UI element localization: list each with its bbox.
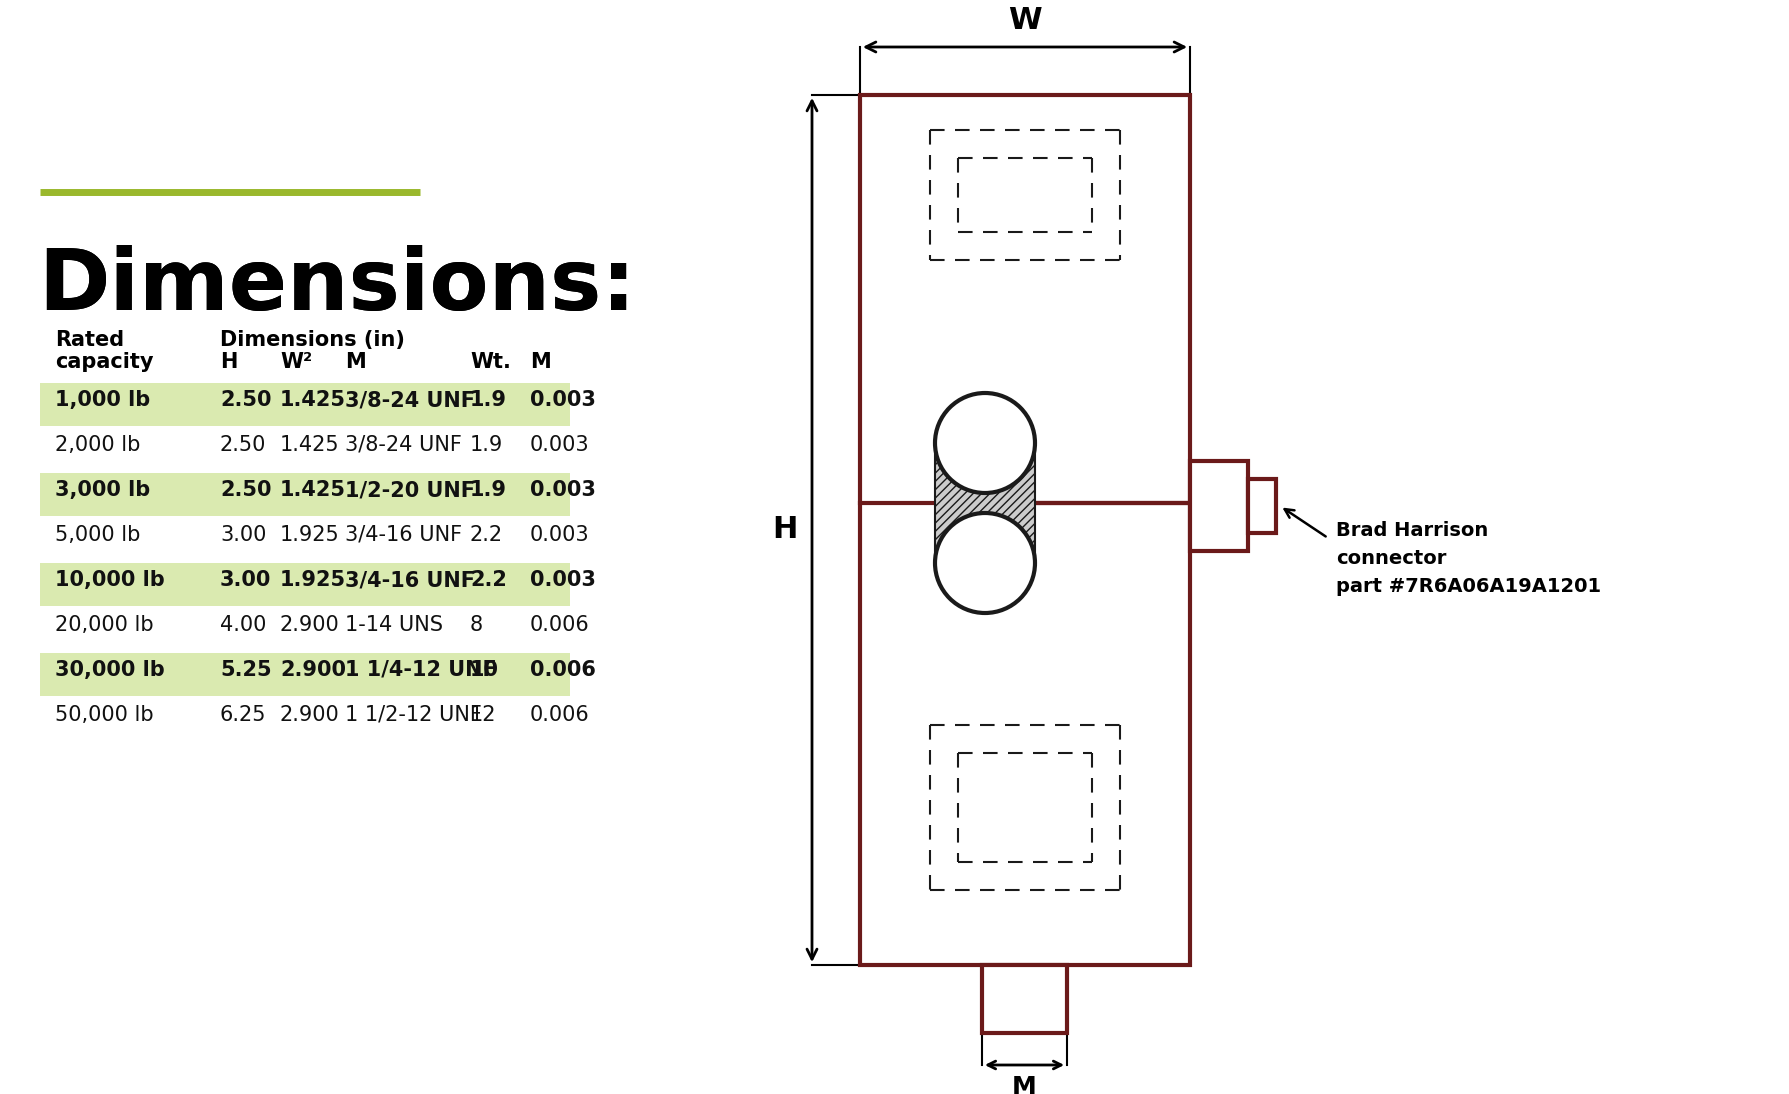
Text: Brad Harrison
connector
part #7R6A06A19A1201: Brad Harrison connector part #7R6A06A19A… <box>1335 521 1599 595</box>
Text: 5.25: 5.25 <box>220 660 272 680</box>
Circle shape <box>934 513 1034 613</box>
Text: 3.00: 3.00 <box>220 570 272 590</box>
Text: Wt.: Wt. <box>471 352 510 372</box>
Text: 1.425: 1.425 <box>279 480 345 500</box>
Text: 0.003: 0.003 <box>530 480 596 500</box>
Text: 10,000 lb: 10,000 lb <box>55 570 165 590</box>
Text: 2.50: 2.50 <box>220 389 272 410</box>
Text: 2.50: 2.50 <box>220 480 272 500</box>
Text: 1 1/2-12 UNF: 1 1/2-12 UNF <box>345 705 481 725</box>
Bar <box>39 653 569 696</box>
Text: 2.2: 2.2 <box>471 525 503 545</box>
Text: M: M <box>1011 1075 1036 1094</box>
Text: 50,000 lb: 50,000 lb <box>55 705 154 725</box>
Text: 1 1/4-12 UNF: 1 1/4-12 UNF <box>345 660 497 680</box>
Bar <box>982 965 1066 1033</box>
Text: 2.900: 2.900 <box>279 705 340 725</box>
Text: M: M <box>345 352 365 372</box>
Text: 0.003: 0.003 <box>530 435 589 455</box>
Text: 1.9: 1.9 <box>471 389 506 410</box>
Text: Rated: Rated <box>55 330 123 350</box>
Text: 0.006: 0.006 <box>530 705 589 725</box>
Text: 20,000 lb: 20,000 lb <box>55 615 154 635</box>
Bar <box>1190 461 1247 551</box>
Text: Dimensions:: Dimensions: <box>38 245 635 328</box>
Text: 3/8-24 UNF: 3/8-24 UNF <box>345 435 462 455</box>
Text: W²: W² <box>279 352 311 372</box>
Text: 2.50: 2.50 <box>220 435 267 455</box>
Text: 3/8-24 UNF: 3/8-24 UNF <box>345 389 474 410</box>
Text: 30,000 lb: 30,000 lb <box>55 660 165 680</box>
Text: H: H <box>773 515 798 545</box>
Text: 0.006: 0.006 <box>530 615 589 635</box>
Text: Dimensions:: Dimensions: <box>38 245 635 328</box>
Bar <box>859 95 1190 965</box>
Text: 1.925: 1.925 <box>279 525 340 545</box>
Text: 4.00: 4.00 <box>220 615 267 635</box>
Circle shape <box>934 393 1034 493</box>
Bar <box>934 443 1034 563</box>
Text: 1.9: 1.9 <box>471 435 503 455</box>
Text: 1.925: 1.925 <box>279 570 345 590</box>
Text: H: H <box>220 352 238 372</box>
Text: 1.425: 1.425 <box>279 435 340 455</box>
Text: 2,000 lb: 2,000 lb <box>55 435 140 455</box>
Text: 0.003: 0.003 <box>530 570 596 590</box>
Bar <box>39 383 569 426</box>
Bar <box>39 473 569 516</box>
Text: 1,000 lb: 1,000 lb <box>55 389 150 410</box>
Text: 0.003: 0.003 <box>530 525 589 545</box>
Bar <box>39 563 569 606</box>
Text: M: M <box>530 352 551 372</box>
Text: 0.003: 0.003 <box>530 389 596 410</box>
Text: 3/4-16 UNF: 3/4-16 UNF <box>345 525 462 545</box>
Text: 8: 8 <box>471 615 483 635</box>
Text: 3/4-16 UNF: 3/4-16 UNF <box>345 570 474 590</box>
Text: 1.9: 1.9 <box>471 480 506 500</box>
Text: 1.425: 1.425 <box>279 389 345 410</box>
Text: 1/2-20 UNF: 1/2-20 UNF <box>345 480 474 500</box>
Text: 3,000 lb: 3,000 lb <box>55 480 150 500</box>
Text: 2.900: 2.900 <box>279 660 345 680</box>
Text: 6.25: 6.25 <box>220 705 267 725</box>
Text: 5,000 lb: 5,000 lb <box>55 525 140 545</box>
Text: W: W <box>1007 5 1041 35</box>
Text: 2.900: 2.900 <box>279 615 340 635</box>
Text: 10: 10 <box>471 660 499 680</box>
Text: 0.006: 0.006 <box>530 660 596 680</box>
Text: 3.00: 3.00 <box>220 525 267 545</box>
Text: 1-14 UNS: 1-14 UNS <box>345 615 442 635</box>
Text: 12: 12 <box>471 705 496 725</box>
Text: Dimensions (in): Dimensions (in) <box>220 330 404 350</box>
Text: capacity: capacity <box>55 352 154 372</box>
Text: 2.2: 2.2 <box>471 570 506 590</box>
Bar <box>1247 479 1276 533</box>
